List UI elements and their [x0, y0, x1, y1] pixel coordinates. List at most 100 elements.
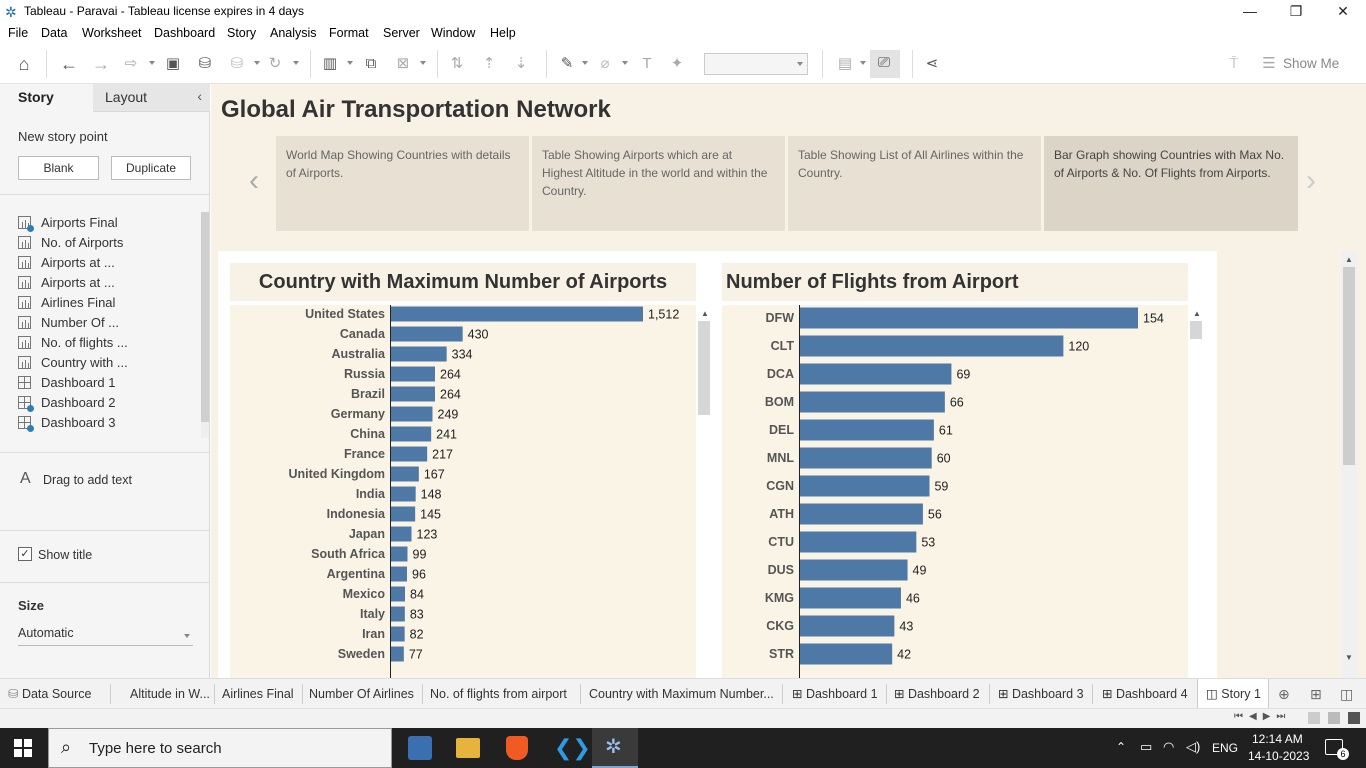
tab-dashboard-4[interactable]: ⊞ Dashboard 4: [1102, 685, 1188, 703]
minimize-button[interactable]: —: [1243, 3, 1257, 19]
show-sheet-sorter-icon[interactable]: [1328, 712, 1340, 724]
close-button[interactable]: ✕: [1337, 3, 1349, 19]
bar-ckg[interactable]: [800, 615, 895, 637]
tab-altitude[interactable]: Altitude in W...: [130, 687, 210, 701]
refresh-icon[interactable]: ↻: [268, 55, 282, 72]
bar-japan[interactable]: [391, 526, 412, 542]
bar-indonesia[interactable]: [391, 506, 416, 522]
menu-help[interactable]: Help: [490, 26, 516, 40]
save-icon[interactable]: ▣: [165, 55, 181, 72]
highlight-icon[interactable]: ✎: [560, 55, 574, 72]
undo-icon[interactable]: ←: [60, 54, 78, 74]
bar-ath[interactable]: [800, 503, 923, 525]
bar-dfw[interactable]: [800, 307, 1138, 329]
new-datasource-icon[interactable]: ⛁: [198, 55, 212, 72]
story-point-1[interactable]: World Map Showing Countries with details…: [276, 136, 529, 231]
clock-date[interactable]: 14-10-2023: [1248, 749, 1310, 763]
bar-dca[interactable]: [800, 363, 952, 385]
swap-icon[interactable]: ⇅: [450, 55, 464, 72]
menu-data[interactable]: Data: [41, 26, 68, 40]
tab-dashboard-3[interactable]: ⊞ Dashboard 3: [998, 685, 1084, 703]
pause-updates-icon[interactable]: ⛁: [230, 55, 244, 72]
menu-format[interactable]: Format: [329, 26, 369, 40]
bar-bom[interactable]: [800, 391, 945, 413]
bar-sweden[interactable]: [391, 646, 404, 662]
duplicate-sheet-icon[interactable]: ⧉: [365, 55, 377, 72]
menu-window[interactable]: Window: [431, 26, 476, 40]
bar-cgn[interactable]: [800, 475, 930, 497]
show-me-icon[interactable]: ☰: [1262, 55, 1276, 72]
tab-data-source[interactable]: ⛁ Data Source: [8, 685, 91, 703]
show-me-button[interactable]: Show Me: [1283, 56, 1340, 71]
bar-china[interactable]: [391, 426, 432, 442]
bar-united-states[interactable]: [391, 306, 643, 322]
story-point-3[interactable]: Table Showing List of All Airlines withi…: [788, 136, 1041, 231]
list-item[interactable]: No. of flights ...: [18, 333, 128, 353]
bar-argentina[interactable]: [391, 566, 407, 582]
bar-kmg[interactable]: [800, 587, 901, 609]
show-title-checkbox[interactable]: ✓: [18, 547, 32, 561]
tableau-taskbar-button[interactable]: ✲: [592, 728, 638, 768]
volume-icon[interactable]: ◁): [1186, 739, 1201, 754]
list-item[interactable]: No. of Airports: [18, 233, 123, 253]
tab-country-max[interactable]: Country with Maximum Number...: [589, 687, 774, 701]
sheet-navigation-icons[interactable]: ⏮◀▶⏭: [1234, 711, 1292, 722]
share-icon[interactable]: ⋖: [925, 55, 939, 72]
list-item[interactable]: Airports at ...: [18, 273, 115, 293]
list-item[interactable]: Number Of ...: [18, 313, 119, 333]
collapse-icon[interactable]: ‹: [197, 88, 202, 104]
windows-start-icon[interactable]: [14, 739, 32, 757]
show-filmstrip-icon[interactable]: [1308, 712, 1320, 724]
list-item[interactable]: Country with ...: [18, 353, 128, 373]
restore-button[interactable]: ❐: [1289, 3, 1303, 19]
bar-united-kingdom[interactable]: [391, 466, 419, 482]
chart2-scrollbar[interactable]: ▲: [1188, 305, 1204, 678]
bar-ctu[interactable]: [800, 531, 917, 553]
new-worksheet-tab-icon[interactable]: ⊕: [1278, 686, 1290, 702]
sheet-list-scrollbar[interactable]: [201, 212, 209, 438]
tab-airlines-final[interactable]: Airlines Final: [222, 687, 294, 701]
duplicate-button[interactable]: Duplicate: [111, 156, 191, 180]
sort-descending-icon[interactable]: ⇣: [514, 55, 528, 72]
bar-str[interactable]: [800, 643, 893, 665]
list-item[interactable]: Dashboard 3: [18, 413, 115, 433]
home-icon[interactable]: ⌂: [18, 54, 30, 74]
list-item[interactable]: Airlines Final: [18, 293, 115, 313]
tab-story[interactable]: Story: [0, 84, 93, 112]
bar-south-africa[interactable]: [391, 546, 408, 562]
redo-icon[interactable]: →: [92, 54, 110, 74]
fit-dropdown[interactable]: [704, 53, 808, 75]
menu-dashboard[interactable]: Dashboard: [154, 26, 216, 40]
show-tabs-icon[interactable]: [1348, 712, 1360, 724]
new-story-tab-icon[interactable]: ◫: [1340, 686, 1354, 702]
notification-icon[interactable]: [1325, 739, 1343, 755]
list-item[interactable]: Dashboard 1: [18, 373, 115, 393]
bar-australia[interactable]: [391, 346, 447, 362]
menu-worksheet[interactable]: Worksheet: [82, 26, 142, 40]
menu-story[interactable]: Story: [227, 26, 257, 40]
bar-clt[interactable]: [800, 335, 1064, 357]
size-dropdown[interactable]: Automatic: [18, 626, 193, 646]
chart1-scrollbar[interactable]: ▲: [696, 305, 712, 678]
menu-server[interactable]: Server: [383, 26, 420, 40]
new-worksheet-icon[interactable]: ▥: [322, 55, 338, 72]
bar-mexico[interactable]: [391, 586, 405, 602]
bar-del[interactable]: [800, 419, 934, 441]
bar-iran[interactable]: [391, 626, 405, 642]
battery-icon[interactable]: ▭: [1140, 739, 1153, 754]
tab-dashboard-1[interactable]: ⊞ Dashboard 1: [792, 685, 878, 703]
format-painter-icon[interactable]: ⍑: [1229, 55, 1239, 72]
list-item[interactable]: Airports at ...: [18, 253, 115, 273]
bar-india[interactable]: [391, 486, 416, 502]
bar-italy[interactable]: [391, 606, 405, 622]
tab-flights-from-airport[interactable]: No. of flights from airport: [430, 687, 567, 701]
drag-to-add-text[interactable]: Drag to add text: [43, 473, 132, 487]
bar-canada[interactable]: [391, 326, 463, 342]
wifi-icon[interactable]: ◠: [1163, 739, 1175, 754]
clear-sheet-icon[interactable]: ⊠: [396, 55, 410, 72]
replay-icon[interactable]: ⇨: [124, 55, 138, 72]
group-icon[interactable]: ⌀: [600, 55, 610, 72]
previous-point-icon[interactable]: ‹: [249, 164, 259, 197]
next-point-icon[interactable]: ›: [1306, 164, 1316, 197]
tab-story-1[interactable]: ◫ Story 1: [1197, 679, 1269, 708]
